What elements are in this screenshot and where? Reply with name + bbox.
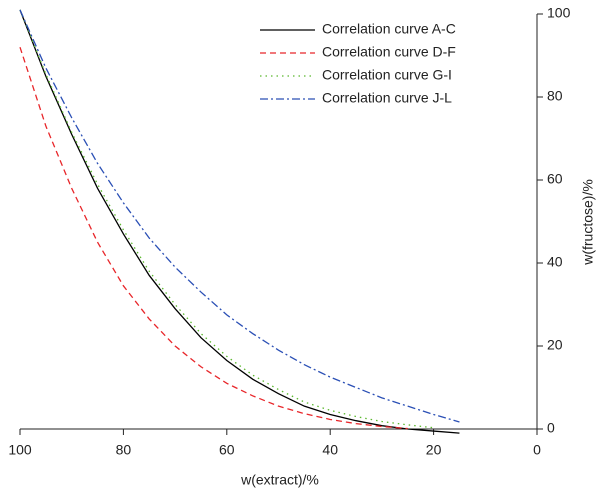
y-tick-label: 100 — [547, 5, 571, 21]
series-line — [19, 9, 434, 429]
series-line — [19, 46, 408, 430]
y-tick-label: 0 — [547, 420, 555, 436]
x-axis-title: w(extract)/% — [240, 472, 319, 488]
y-axis-title: w(fructose)/% — [580, 179, 596, 266]
legend-label: Correlation curve J-L — [322, 90, 452, 106]
legend-label: Correlation curve D-F — [322, 44, 456, 60]
x-tick-label: 40 — [322, 442, 338, 458]
x-tick-label: 20 — [426, 442, 442, 458]
series-line — [19, 9, 460, 423]
legend-label: Correlation curve G-I — [322, 67, 452, 83]
y-tick-label: 60 — [547, 171, 563, 187]
y-tick-label: 80 — [547, 88, 563, 104]
x-tick-label: 0 — [533, 442, 541, 458]
x-tick-label: 100 — [8, 442, 32, 458]
y-tick-label: 40 — [547, 254, 563, 270]
x-tick-label: 80 — [116, 442, 132, 458]
x-tick-label: 60 — [219, 442, 235, 458]
y-tick-label: 20 — [547, 337, 563, 353]
legend-label: Correlation curve A-C — [322, 21, 456, 37]
